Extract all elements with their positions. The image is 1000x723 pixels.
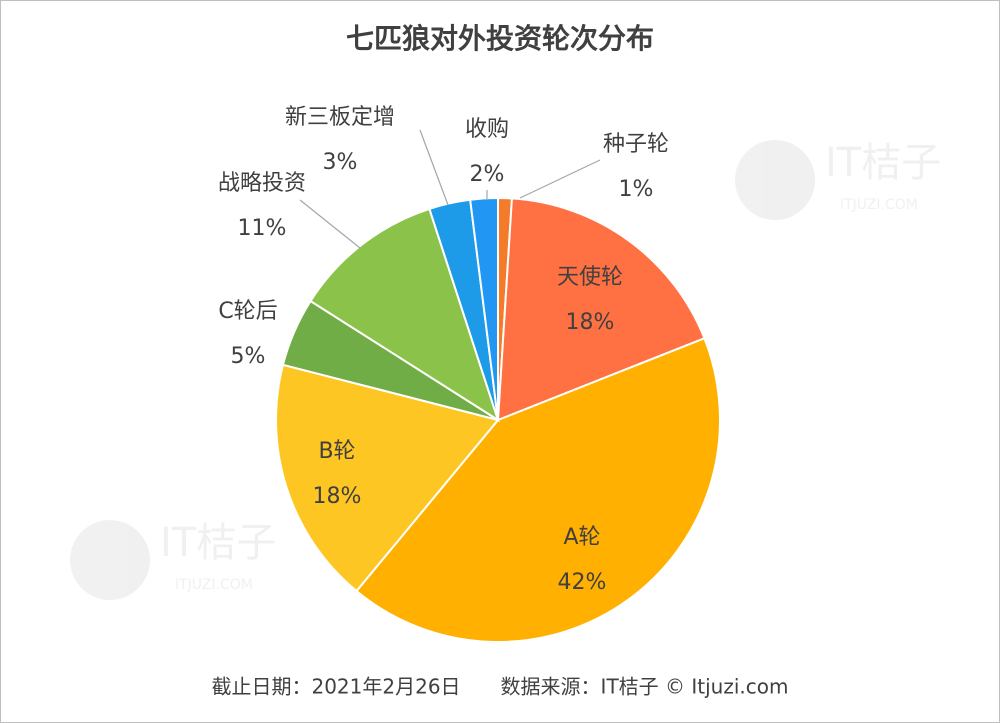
pie-slice: [469, 196, 499, 421]
slice-label: 天使轮: [557, 265, 623, 290]
slice-value: 18%: [566, 310, 615, 335]
slice-label: 新三板定增: [285, 105, 395, 130]
slice-value: 1%: [619, 177, 654, 202]
footer: 截止日期：2021年2月26日 数据来源：IT桔子 © Itjuzi.com: [211, 675, 788, 699]
slice-label: B轮: [318, 439, 355, 464]
watermark-title: IT桔子: [160, 520, 276, 566]
watermark-title: IT桔子: [825, 140, 941, 186]
slice-label: 种子轮: [603, 132, 669, 157]
watermark-logo: [70, 520, 150, 600]
leader-line: [299, 199, 361, 249]
slice-label: 收购: [465, 117, 509, 142]
watermark-subtitle: ITJUZI.COM: [175, 577, 253, 593]
slice-value: 3%: [323, 150, 358, 175]
slice-value: 42%: [558, 570, 607, 595]
slice-value: 5%: [231, 344, 266, 369]
slice-value: 2%: [470, 162, 505, 187]
pie-slice: [496, 197, 706, 422]
watermark-subtitle: ITJUZI.COM: [840, 197, 918, 213]
slice-label: A轮: [563, 525, 600, 550]
leader-line: [419, 129, 449, 206]
chart-title: 七匹狼对外投资轮次分布: [346, 22, 654, 55]
pie-slice: [355, 336, 721, 643]
slice-value: 18%: [313, 484, 362, 509]
pie-slice: [309, 207, 500, 423]
pie-slice: [275, 363, 500, 593]
slice-label: 战略投资: [218, 171, 306, 196]
watermark: IT桔子 ITJUZI.COM IT桔子 ITJUZI.COM: [70, 140, 941, 600]
slice-label: C轮后: [218, 299, 277, 324]
leader-line: [519, 159, 601, 199]
slice-value: 11%: [238, 216, 287, 241]
watermark-logo: [735, 140, 815, 220]
